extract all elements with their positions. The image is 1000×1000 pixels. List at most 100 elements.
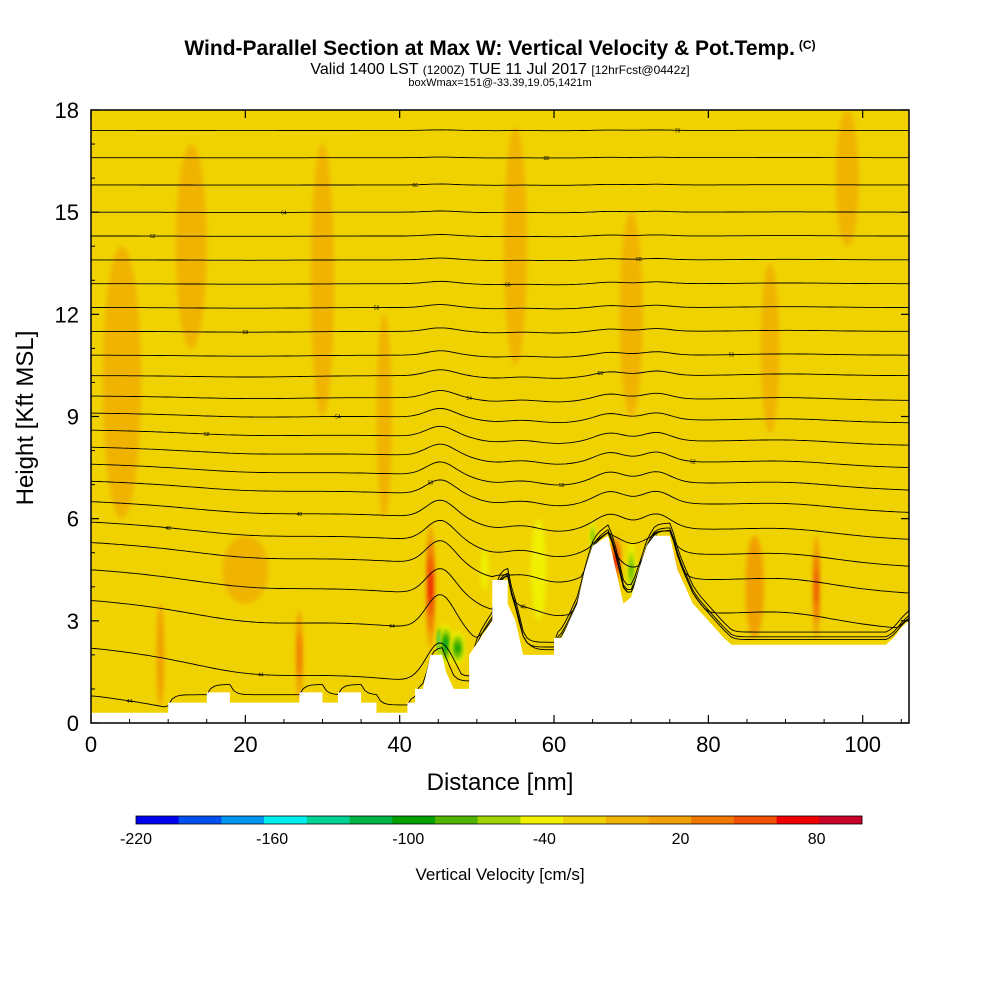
theta-contour-label-18: 60 <box>636 257 642 263</box>
colorbar-tick-label-1: -160 <box>256 831 288 848</box>
w-feature-2-ring-2 <box>815 569 818 604</box>
colorbar-segment-15 <box>776 816 820 824</box>
colorbar-segment-0 <box>136 816 180 824</box>
x-tick-label-4: 80 <box>696 732 720 757</box>
theta-contour-9 <box>91 443 909 469</box>
theta-contour-10 <box>91 425 909 446</box>
subtitle-date: TUE 11 Jul 2017 <box>468 61 587 78</box>
w-feature-14 <box>824 545 902 628</box>
w-feature-20-ring-0 <box>503 127 528 366</box>
theta-contour-17 <box>91 280 909 286</box>
theta-contour-13 <box>91 369 909 379</box>
axes: 0 20 40 60 80 100 0 3 6 9 12 15 18 <box>55 98 909 757</box>
w-feature-10 <box>476 528 493 611</box>
theta-contour-label-10: 52 <box>204 432 210 438</box>
w-feature-7-ring-3 <box>455 643 460 653</box>
x-tick-label-2: 40 <box>387 732 411 757</box>
colorbar-tick-label-4: 20 <box>672 831 690 848</box>
w-feature-15-ring-0 <box>222 535 269 604</box>
theta-contour-label-20: 64 <box>281 210 287 216</box>
y-tick-label-3: 9 <box>67 405 79 430</box>
y-tick-label-6: 18 <box>55 98 79 123</box>
y-tick-label-5: 15 <box>55 200 79 225</box>
colorbar-segment-16 <box>819 816 863 824</box>
theta-contour-label-19: 62 <box>150 234 156 240</box>
theta-contour-label-2: 44 <box>389 624 395 630</box>
w-feature-10-ring-1 <box>480 549 489 591</box>
w-feature-15 <box>222 535 269 604</box>
x-tick-label-5: 100 <box>844 732 881 757</box>
w-feature-11 <box>530 518 547 621</box>
w-feature-11-ring-0 <box>530 518 547 621</box>
theta-contour-label-23: 70 <box>675 128 681 134</box>
colorbar-tick-label-0: -220 <box>120 831 152 848</box>
w-feature-4-ring-0 <box>156 603 165 706</box>
potential-temperature-contours: 44 44 44 46 46 48 48 50 50 52 52 54 54 56 56 58 58 60 60 62… <box>91 128 909 708</box>
w-feature-22 <box>760 263 780 434</box>
w-feature-21-ring-0 <box>619 212 643 417</box>
w-feature-0 <box>425 525 436 649</box>
theta-contour-label-7: 50 <box>428 481 434 487</box>
theta-contour-label-15: 58 <box>243 330 249 336</box>
y-tick-label-0: 0 <box>67 711 79 736</box>
theta-contour-6 <box>91 499 909 540</box>
w-feature-17 <box>175 144 207 349</box>
chart-title-mark: (C) <box>798 38 816 52</box>
colorbar-segment-14 <box>733 816 777 824</box>
theta-contour-1 <box>91 522 909 680</box>
theta-contour-11 <box>91 408 909 424</box>
w-feature-3-ring-1 <box>297 632 302 678</box>
theta-contour-label-8: 50 <box>559 483 565 489</box>
colorbar-tick-label-2: -100 <box>392 831 424 848</box>
subtitle-utc: (1200Z) <box>422 63 465 77</box>
theta-contour-22 <box>91 156 909 159</box>
colorbar-segment-5 <box>349 816 393 824</box>
w-feature-14-ring-0 <box>824 545 902 628</box>
theta-contour-15 <box>91 327 909 334</box>
chart-subtitle-box: boxWmax=151@-33.39,19.05,1421m <box>408 77 592 89</box>
w-feature-13 <box>745 535 764 638</box>
colorbar-segment-4 <box>306 816 350 824</box>
w-feature-17-ring-0 <box>175 144 207 349</box>
theta-contour-5 <box>91 519 909 567</box>
colorbar-tick-label-5: 80 <box>808 831 826 848</box>
colorbar: -220 -160 -100 -40 20 80 <box>120 815 863 848</box>
terrain-mask <box>91 535 909 723</box>
w-feature-6 <box>439 624 453 666</box>
chart-title: Wind-Parallel Section at Max W: Vertical… <box>0 37 1000 61</box>
terrain <box>91 535 909 723</box>
theta-contour-label-1: 44 <box>258 673 264 679</box>
theta-contour-20 <box>91 210 909 214</box>
w-feature-2 <box>812 535 821 638</box>
colorbar-segment-11 <box>605 816 649 824</box>
w-feature-0-ring-3 <box>429 571 432 603</box>
theta-contour-18 <box>91 257 909 262</box>
w-feature-20 <box>503 127 528 366</box>
w-feature-7 <box>449 631 466 666</box>
colorbar-tick-label-3: -40 <box>533 831 556 848</box>
colorbar-segment-1 <box>178 816 222 824</box>
w-feature-8-ring-3 <box>591 530 594 541</box>
chart-title-text: Wind-Parallel Section at Max W: Vertical… <box>184 37 795 60</box>
w-feature-21 <box>619 212 643 417</box>
theta-contour-14 <box>91 350 909 358</box>
x-tick-label-3: 60 <box>542 732 566 757</box>
theta-contour-7 <box>91 479 909 513</box>
x-tick-label-1: 20 <box>233 732 257 757</box>
theta-contour-label-11: 54 <box>335 415 341 421</box>
chart-subtitle: Valid 1400 LST (1200Z) TUE 11 Jul 2017 [… <box>0 61 1000 79</box>
y-tick-label-2: 6 <box>67 507 79 532</box>
theta-contour-label-9: 52 <box>690 460 696 466</box>
w-feature-16 <box>102 246 142 519</box>
theta-contour-8 <box>91 461 909 491</box>
w-feature-3 <box>295 610 304 700</box>
theta-contour-0 <box>91 527 909 708</box>
colorbar-frame <box>135 815 863 825</box>
theta-contour-label-5: 48 <box>165 526 171 532</box>
colorbar-segment-13 <box>691 816 735 824</box>
theta-contour-23 <box>91 129 909 132</box>
theta-contour-12 <box>91 390 909 403</box>
theta-contour-label-13: 56 <box>598 371 604 377</box>
theta-contour-19 <box>91 234 909 238</box>
